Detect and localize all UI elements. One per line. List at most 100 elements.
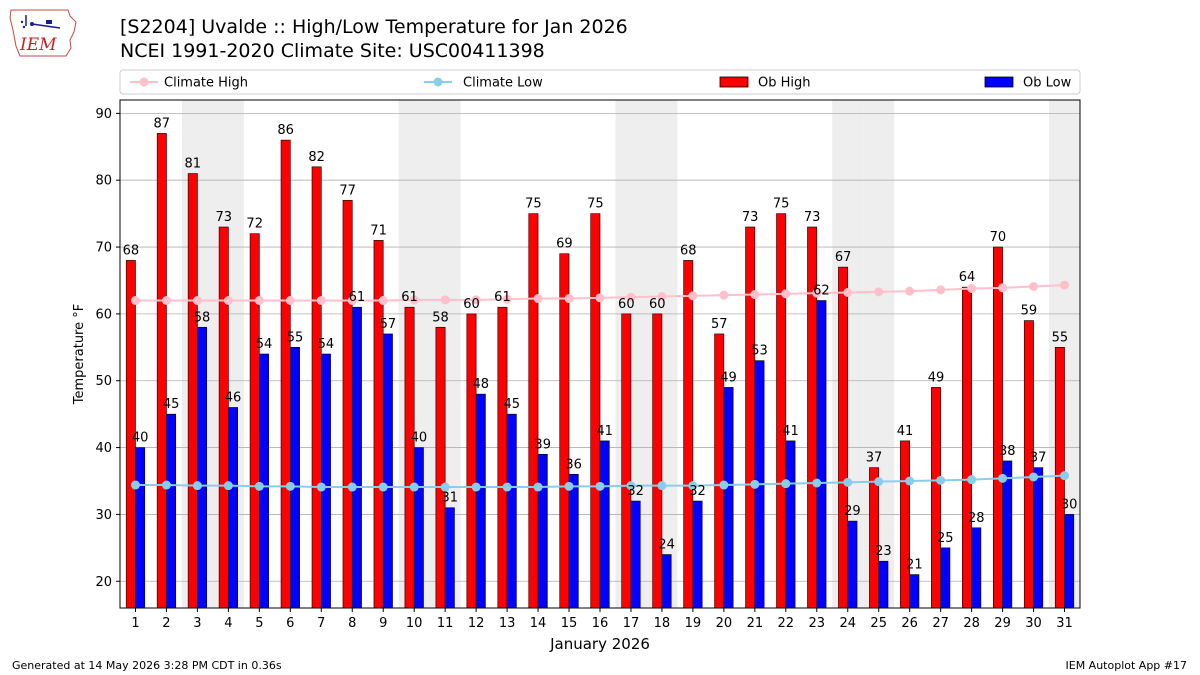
bar-label-ob-low-day-8: 61 bbox=[349, 290, 366, 305]
x-tick-label: 15 bbox=[561, 616, 578, 631]
bar-ob-high-day-4 bbox=[218, 226, 229, 609]
y-tick-label: 90 bbox=[95, 107, 112, 122]
logo-text: IEM bbox=[19, 35, 57, 55]
bar-label-ob-high-day-20: 57 bbox=[711, 317, 728, 332]
bar-label-ob-low-day-20: 49 bbox=[720, 370, 737, 385]
bar-label-ob-high-day-5: 72 bbox=[246, 217, 263, 232]
bar-label-ob-high-day-16: 75 bbox=[587, 197, 604, 212]
bar-label-ob-high-day-9: 71 bbox=[370, 223, 387, 238]
bar-label-ob-low-day-9: 57 bbox=[380, 317, 397, 332]
bar-ob-high-day-11 bbox=[435, 326, 446, 609]
bar-ob-low-day-22 bbox=[785, 440, 796, 609]
bar-label-ob-low-day-1: 40 bbox=[132, 431, 149, 446]
climate-high-point-day-13 bbox=[502, 294, 512, 304]
bar-ob-high-day-13 bbox=[497, 306, 508, 609]
climate-high-point-day-17 bbox=[626, 292, 636, 302]
bar-ob-low-day-29 bbox=[1002, 460, 1013, 609]
bar-ob-high-day-25 bbox=[869, 467, 880, 609]
climate-high-point-day-7 bbox=[316, 296, 326, 306]
climate-low-point-day-1 bbox=[130, 480, 140, 490]
climate-low-point-day-11 bbox=[440, 482, 450, 492]
climate-high-point-day-27 bbox=[936, 285, 946, 295]
bars bbox=[125, 133, 1075, 609]
climate-lines bbox=[130, 280, 1070, 492]
legend-climate-low-marker bbox=[433, 77, 443, 87]
bar-label-ob-high-day-7: 82 bbox=[308, 150, 325, 165]
climate-low-point-day-21 bbox=[750, 479, 760, 489]
chart-title: [S2204] Uvalde :: High/Low Temperature f… bbox=[120, 16, 628, 38]
climate-low-point-day-2 bbox=[161, 480, 171, 490]
app-label: IEM Autoplot App #17 bbox=[1065, 659, 1188, 672]
legend-ob-low-swatch bbox=[984, 76, 1014, 88]
bar-label-ob-high-day-11: 58 bbox=[432, 310, 449, 325]
legend-ob-low: Ob Low bbox=[984, 76, 1072, 91]
bar-ob-low-day-23 bbox=[816, 300, 827, 609]
legend-climate-high: Climate High bbox=[130, 76, 248, 91]
y-tick-label: 80 bbox=[95, 174, 112, 189]
bar-ob-low-day-27 bbox=[940, 547, 951, 609]
bar-label-ob-low-day-23: 62 bbox=[813, 284, 830, 299]
bar-ob-high-day-26 bbox=[900, 440, 910, 609]
x-tick-label: 24 bbox=[839, 616, 856, 631]
bar-ob-low-day-18 bbox=[661, 554, 672, 609]
x-tick-label: 2 bbox=[162, 616, 170, 631]
climate-high-point-day-29 bbox=[998, 283, 1008, 293]
bar-label-ob-high-day-10: 61 bbox=[401, 290, 418, 305]
bar-ob-high-day-10 bbox=[404, 306, 415, 609]
climate-low-point-day-16 bbox=[595, 481, 605, 491]
x-tick-label: 1 bbox=[131, 616, 139, 631]
climate-low-point-day-26 bbox=[905, 476, 915, 486]
x-tick-label: 23 bbox=[809, 616, 826, 631]
bar-label-ob-high-day-13: 61 bbox=[494, 290, 511, 305]
x-tick-label: 25 bbox=[870, 616, 887, 631]
bar-ob-low-day-26 bbox=[909, 574, 920, 609]
x-tick-label: 10 bbox=[406, 616, 423, 631]
climate-high-point-day-26 bbox=[905, 286, 915, 296]
bar-ob-low-day-20 bbox=[723, 387, 734, 609]
bar-label-ob-high-day-1: 68 bbox=[123, 243, 140, 258]
climate-high-point-day-12 bbox=[471, 295, 481, 305]
bar-label-ob-high-day-26: 41 bbox=[897, 424, 914, 439]
bar-ob-low-day-30 bbox=[1033, 467, 1044, 609]
bar-label-ob-high-day-28: 64 bbox=[959, 270, 976, 285]
bar-label-ob-low-day-17: 32 bbox=[627, 484, 644, 499]
climate-low-point-day-14 bbox=[533, 482, 543, 492]
climate-high-point-day-6 bbox=[285, 296, 295, 306]
bar-label-ob-low-day-16: 41 bbox=[596, 424, 613, 439]
climate-low-point-day-30 bbox=[1029, 472, 1039, 482]
bar-ob-high-day-12 bbox=[466, 313, 477, 609]
bar-ob-high-day-7 bbox=[311, 166, 322, 609]
bar-label-ob-low-day-11: 31 bbox=[442, 491, 459, 506]
bar-label-ob-high-day-15: 69 bbox=[556, 237, 573, 252]
climate-high-point-day-15 bbox=[564, 294, 574, 304]
bar-label-ob-low-day-27: 25 bbox=[937, 531, 954, 546]
climate-low-point-day-15 bbox=[564, 481, 574, 491]
x-tick-label: 31 bbox=[1056, 616, 1073, 631]
y-tick-label: 40 bbox=[95, 441, 112, 456]
climate-high-point-day-28 bbox=[967, 283, 977, 293]
x-tick-label: 3 bbox=[193, 616, 201, 631]
bar-ob-low-day-14 bbox=[537, 453, 548, 609]
bar-ob-high-day-22 bbox=[776, 213, 787, 609]
bar-ob-high-day-18 bbox=[652, 313, 663, 609]
climate-high-point-day-25 bbox=[874, 287, 884, 297]
x-tick-label: 27 bbox=[932, 616, 949, 631]
bar-label-ob-high-day-23: 73 bbox=[804, 210, 821, 225]
climate-low-point-day-20 bbox=[719, 480, 729, 490]
bar-ob-high-day-16 bbox=[590, 213, 601, 609]
climate-low-point-day-5 bbox=[254, 481, 264, 491]
bar-ob-low-day-4 bbox=[228, 407, 238, 609]
climate-low-point-day-19 bbox=[688, 481, 698, 491]
climate-high-point-day-31 bbox=[1060, 280, 1070, 290]
climate-high-point-day-9 bbox=[378, 296, 388, 306]
bar-ob-high-day-6 bbox=[280, 139, 291, 609]
climate-low-point-day-4 bbox=[223, 481, 233, 491]
climate-low-point-day-24 bbox=[843, 477, 853, 487]
bar-ob-high-day-3 bbox=[187, 173, 198, 609]
y-tick-label: 50 bbox=[95, 374, 112, 389]
climate-high-point-day-16 bbox=[595, 293, 605, 303]
climate-low-point-day-7 bbox=[316, 482, 326, 492]
bar-label-ob-low-day-30: 37 bbox=[1030, 451, 1047, 466]
y-tick-label: 70 bbox=[95, 241, 112, 256]
x-tick-label: 20 bbox=[716, 616, 733, 631]
